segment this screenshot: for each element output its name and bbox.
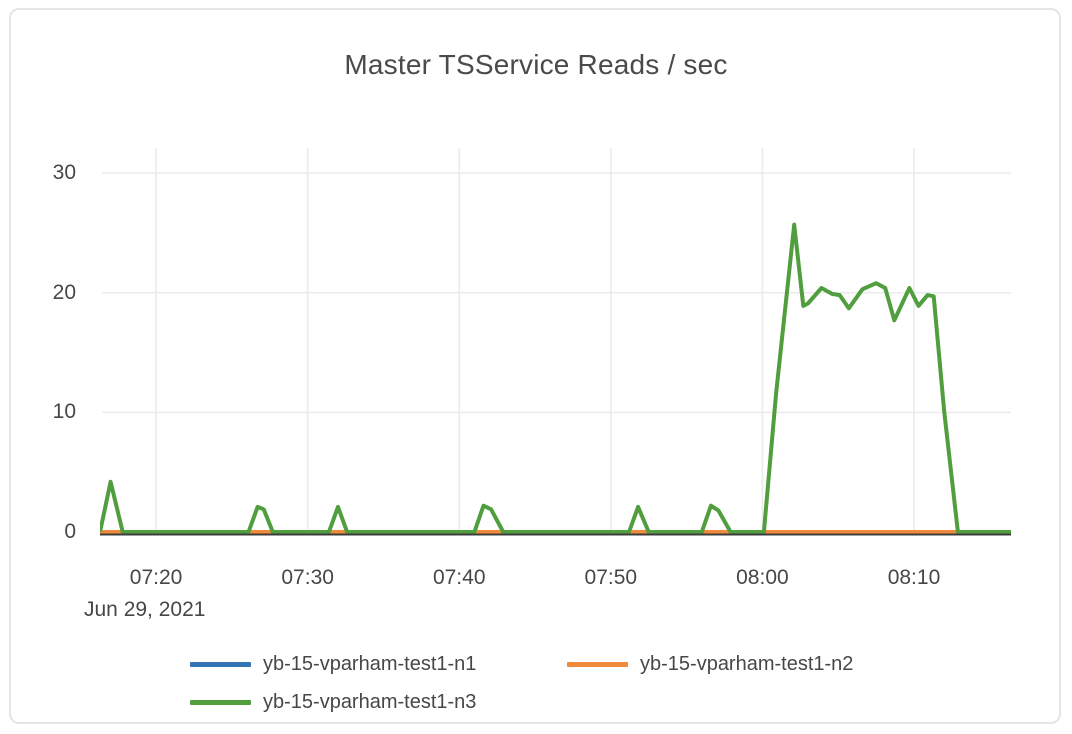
legend-label: yb-15-vparham-test1-n1 bbox=[263, 652, 477, 675]
legend-label: yb-15-vparham-test1-n3 bbox=[263, 690, 477, 713]
y-tick-label-20: 20 bbox=[52, 280, 76, 304]
chart-title: Master TSService Reads / sec bbox=[344, 49, 728, 80]
legend-label: yb-15-vparham-test1-n2 bbox=[640, 652, 854, 675]
x-tick-label-08:00: 08:00 bbox=[736, 566, 789, 589]
legend-line-swatch bbox=[190, 699, 251, 705]
legend-item-yb-15-vparham-test1-n3[interactable]: yb-15-vparham-test1-n3 bbox=[190, 683, 567, 721]
x-tick-label-07:30: 07:30 bbox=[281, 566, 334, 589]
y-tick-label-10: 10 bbox=[52, 400, 76, 424]
series-line-yb-15-vparham-test1-n3[interactable] bbox=[100, 222, 1011, 534]
legend-item-yb-15-vparham-test1-n1[interactable]: yb-15-vparham-test1-n1 bbox=[190, 645, 567, 683]
chart-card-border bbox=[9, 8, 1061, 724]
x-tick-label-07:40: 07:40 bbox=[432, 566, 486, 589]
x-tick-label-07:20: 07:20 bbox=[129, 566, 183, 589]
y-tick-label-30: 30 bbox=[52, 161, 76, 185]
x-tick-label-08:10: 08:10 bbox=[887, 566, 941, 589]
legend-item-yb-15-vparham-test1-n2[interactable]: yb-15-vparham-test1-n2 bbox=[567, 645, 853, 683]
x-tick-label-07:50: 07:50 bbox=[584, 566, 638, 589]
plot-area[interactable] bbox=[100, 148, 1011, 536]
legend-line-swatch bbox=[567, 661, 628, 667]
x-axis-date-label: Jun 29, 2021 bbox=[84, 598, 206, 621]
legend: yb-15-vparham-test1-n1 yb-15-vparham-test… bbox=[190, 645, 853, 721]
legend-line-swatch bbox=[190, 661, 251, 667]
y-tick-label-0: 0 bbox=[64, 520, 76, 543]
